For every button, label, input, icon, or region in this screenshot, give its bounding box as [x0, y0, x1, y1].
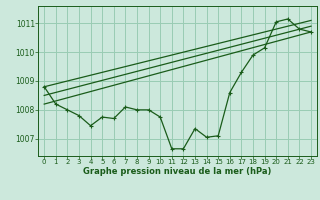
X-axis label: Graphe pression niveau de la mer (hPa): Graphe pression niveau de la mer (hPa) [84, 167, 272, 176]
